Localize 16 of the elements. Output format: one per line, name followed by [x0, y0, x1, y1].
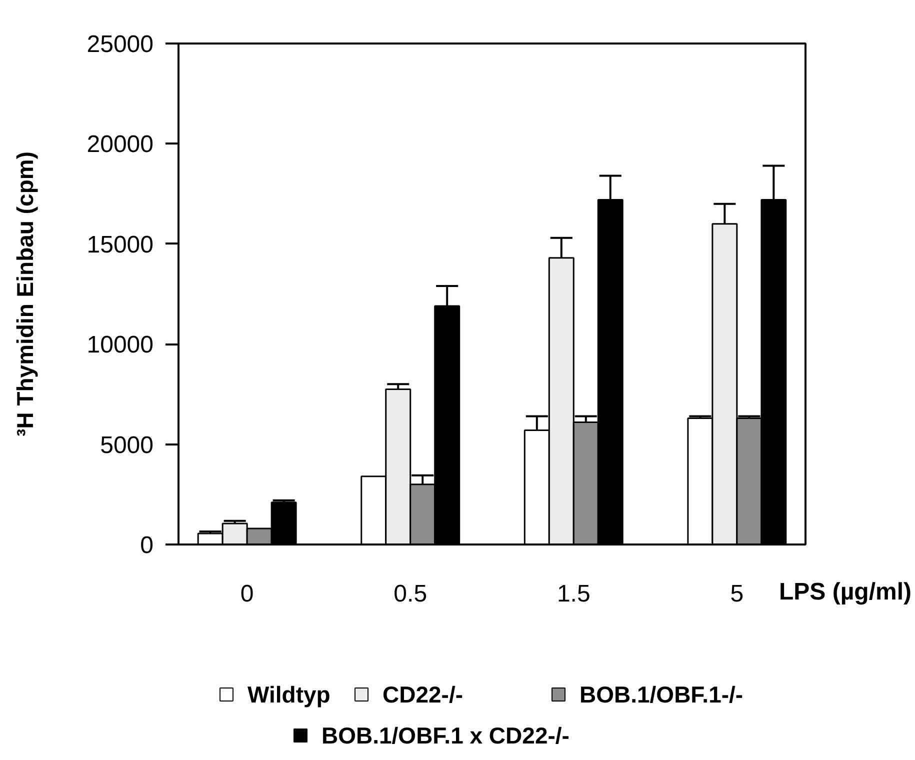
legend-label: BOB.1/OBF.1-/- [580, 682, 744, 708]
x-tick-label: 1.5 [556, 580, 590, 608]
y-tick-label: 25000 [86, 31, 154, 58]
y-tick-label: 15000 [86, 231, 154, 258]
legend-label: BOB.1/OBF.1 x CD22-/- [322, 722, 570, 748]
y-tick-label: 5000 [100, 432, 154, 459]
y-tick-label: 10000 [86, 332, 154, 359]
y-axis-title: ³H Thymidin Einbau (cpm) [12, 152, 38, 436]
x-tick-label: 0 [240, 580, 254, 608]
x-tick-label: 5 [730, 580, 744, 608]
y-tick-label: 0 [140, 532, 154, 559]
legend-label: CD22-/- [382, 682, 464, 708]
x-tick-label: 0.5 [394, 580, 428, 608]
legend-label: Wildtyp [248, 682, 330, 708]
y-tick-label: 20000 [86, 131, 154, 158]
x-axis-title: LPS (µg/ml) [779, 578, 912, 606]
